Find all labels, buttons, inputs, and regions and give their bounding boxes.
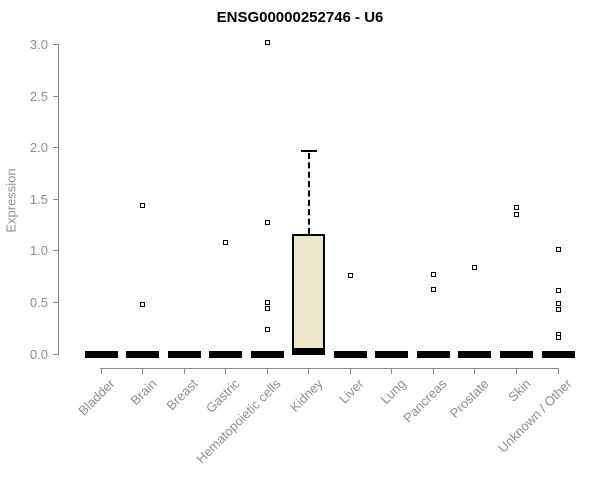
y-axis-tick: [53, 95, 58, 97]
y-tick-label: 0.5: [29, 294, 48, 310]
y-axis-tick: [53, 353, 58, 355]
x-axis-tick: [100, 369, 102, 374]
y-tick-label: 3.0: [29, 37, 48, 53]
y-tick-label: 2.0: [29, 140, 48, 156]
boxplot-collapsed-box: [375, 350, 409, 358]
boxplot-collapsed-box: [458, 350, 492, 358]
outlier-point: [555, 307, 561, 313]
outlier-point: [264, 219, 270, 225]
x-axis-tick: [516, 369, 517, 374]
y-axis-tick: [53, 301, 58, 303]
outlier-point: [347, 273, 353, 279]
y-axis-line: [58, 44, 59, 355]
y-axis-tick: [53, 147, 58, 149]
y-axis-tick: [53, 250, 58, 252]
outlier-point: [514, 212, 519, 218]
x-axis-tick: [225, 369, 227, 374]
x-axis-tick: [557, 369, 559, 374]
boxplot-collapsed-box: [416, 350, 450, 358]
y-tick-label: 1.0: [29, 243, 48, 259]
boxplot-collapsed-box: [126, 350, 160, 358]
boxplot-upper-whisker: [307, 152, 310, 235]
x-axis-tick: [391, 369, 393, 374]
x-axis-tick: [474, 369, 476, 374]
outlier-point: [430, 272, 436, 278]
x-axis-line: [99, 368, 559, 369]
x-axis-tick: [308, 369, 310, 374]
y-tick-label: 0.0: [29, 346, 48, 362]
y-axis-tick: [53, 44, 58, 46]
boxplot-collapsed-box: [541, 350, 575, 358]
x-axis-tick: [432, 369, 434, 374]
boxplot-collapsed-box: [500, 350, 533, 358]
boxplot-median: [292, 348, 326, 356]
outlier-point: [430, 286, 436, 292]
outlier-point: [514, 205, 519, 211]
outlier-point: [264, 40, 270, 46]
y-tick-label: 2.5: [29, 88, 48, 104]
boxplot-collapsed-box: [209, 350, 243, 358]
y-tick-label: 1.5: [29, 191, 48, 207]
outlier-point: [472, 264, 478, 270]
x-axis-tick: [266, 369, 268, 374]
whisker-cap: [300, 149, 317, 152]
outlier-point: [140, 203, 146, 209]
boxplot-collapsed-box: [84, 350, 118, 358]
boxplot-box: [292, 234, 326, 352]
outlier-point: [223, 240, 229, 246]
outlier-point: [264, 299, 270, 305]
outlier-point: [555, 300, 561, 306]
outlier-point: [555, 335, 561, 340]
boxplot-collapsed-box: [333, 350, 367, 358]
x-axis-tick: [183, 369, 185, 374]
chart-title: ENSG00000252746 - U6: [216, 9, 384, 26]
x-axis-tick: [142, 369, 144, 374]
boxplot-collapsed-box: [167, 350, 201, 358]
x-axis-tick: [349, 369, 351, 374]
y-axis-tick: [53, 198, 58, 200]
boxplot-collapsed-box: [250, 350, 284, 358]
outlier-point: [264, 326, 270, 332]
outlier-point: [555, 287, 561, 293]
outlier-point: [264, 306, 270, 312]
outlier-point: [555, 247, 561, 253]
outlier-point: [140, 302, 146, 307]
